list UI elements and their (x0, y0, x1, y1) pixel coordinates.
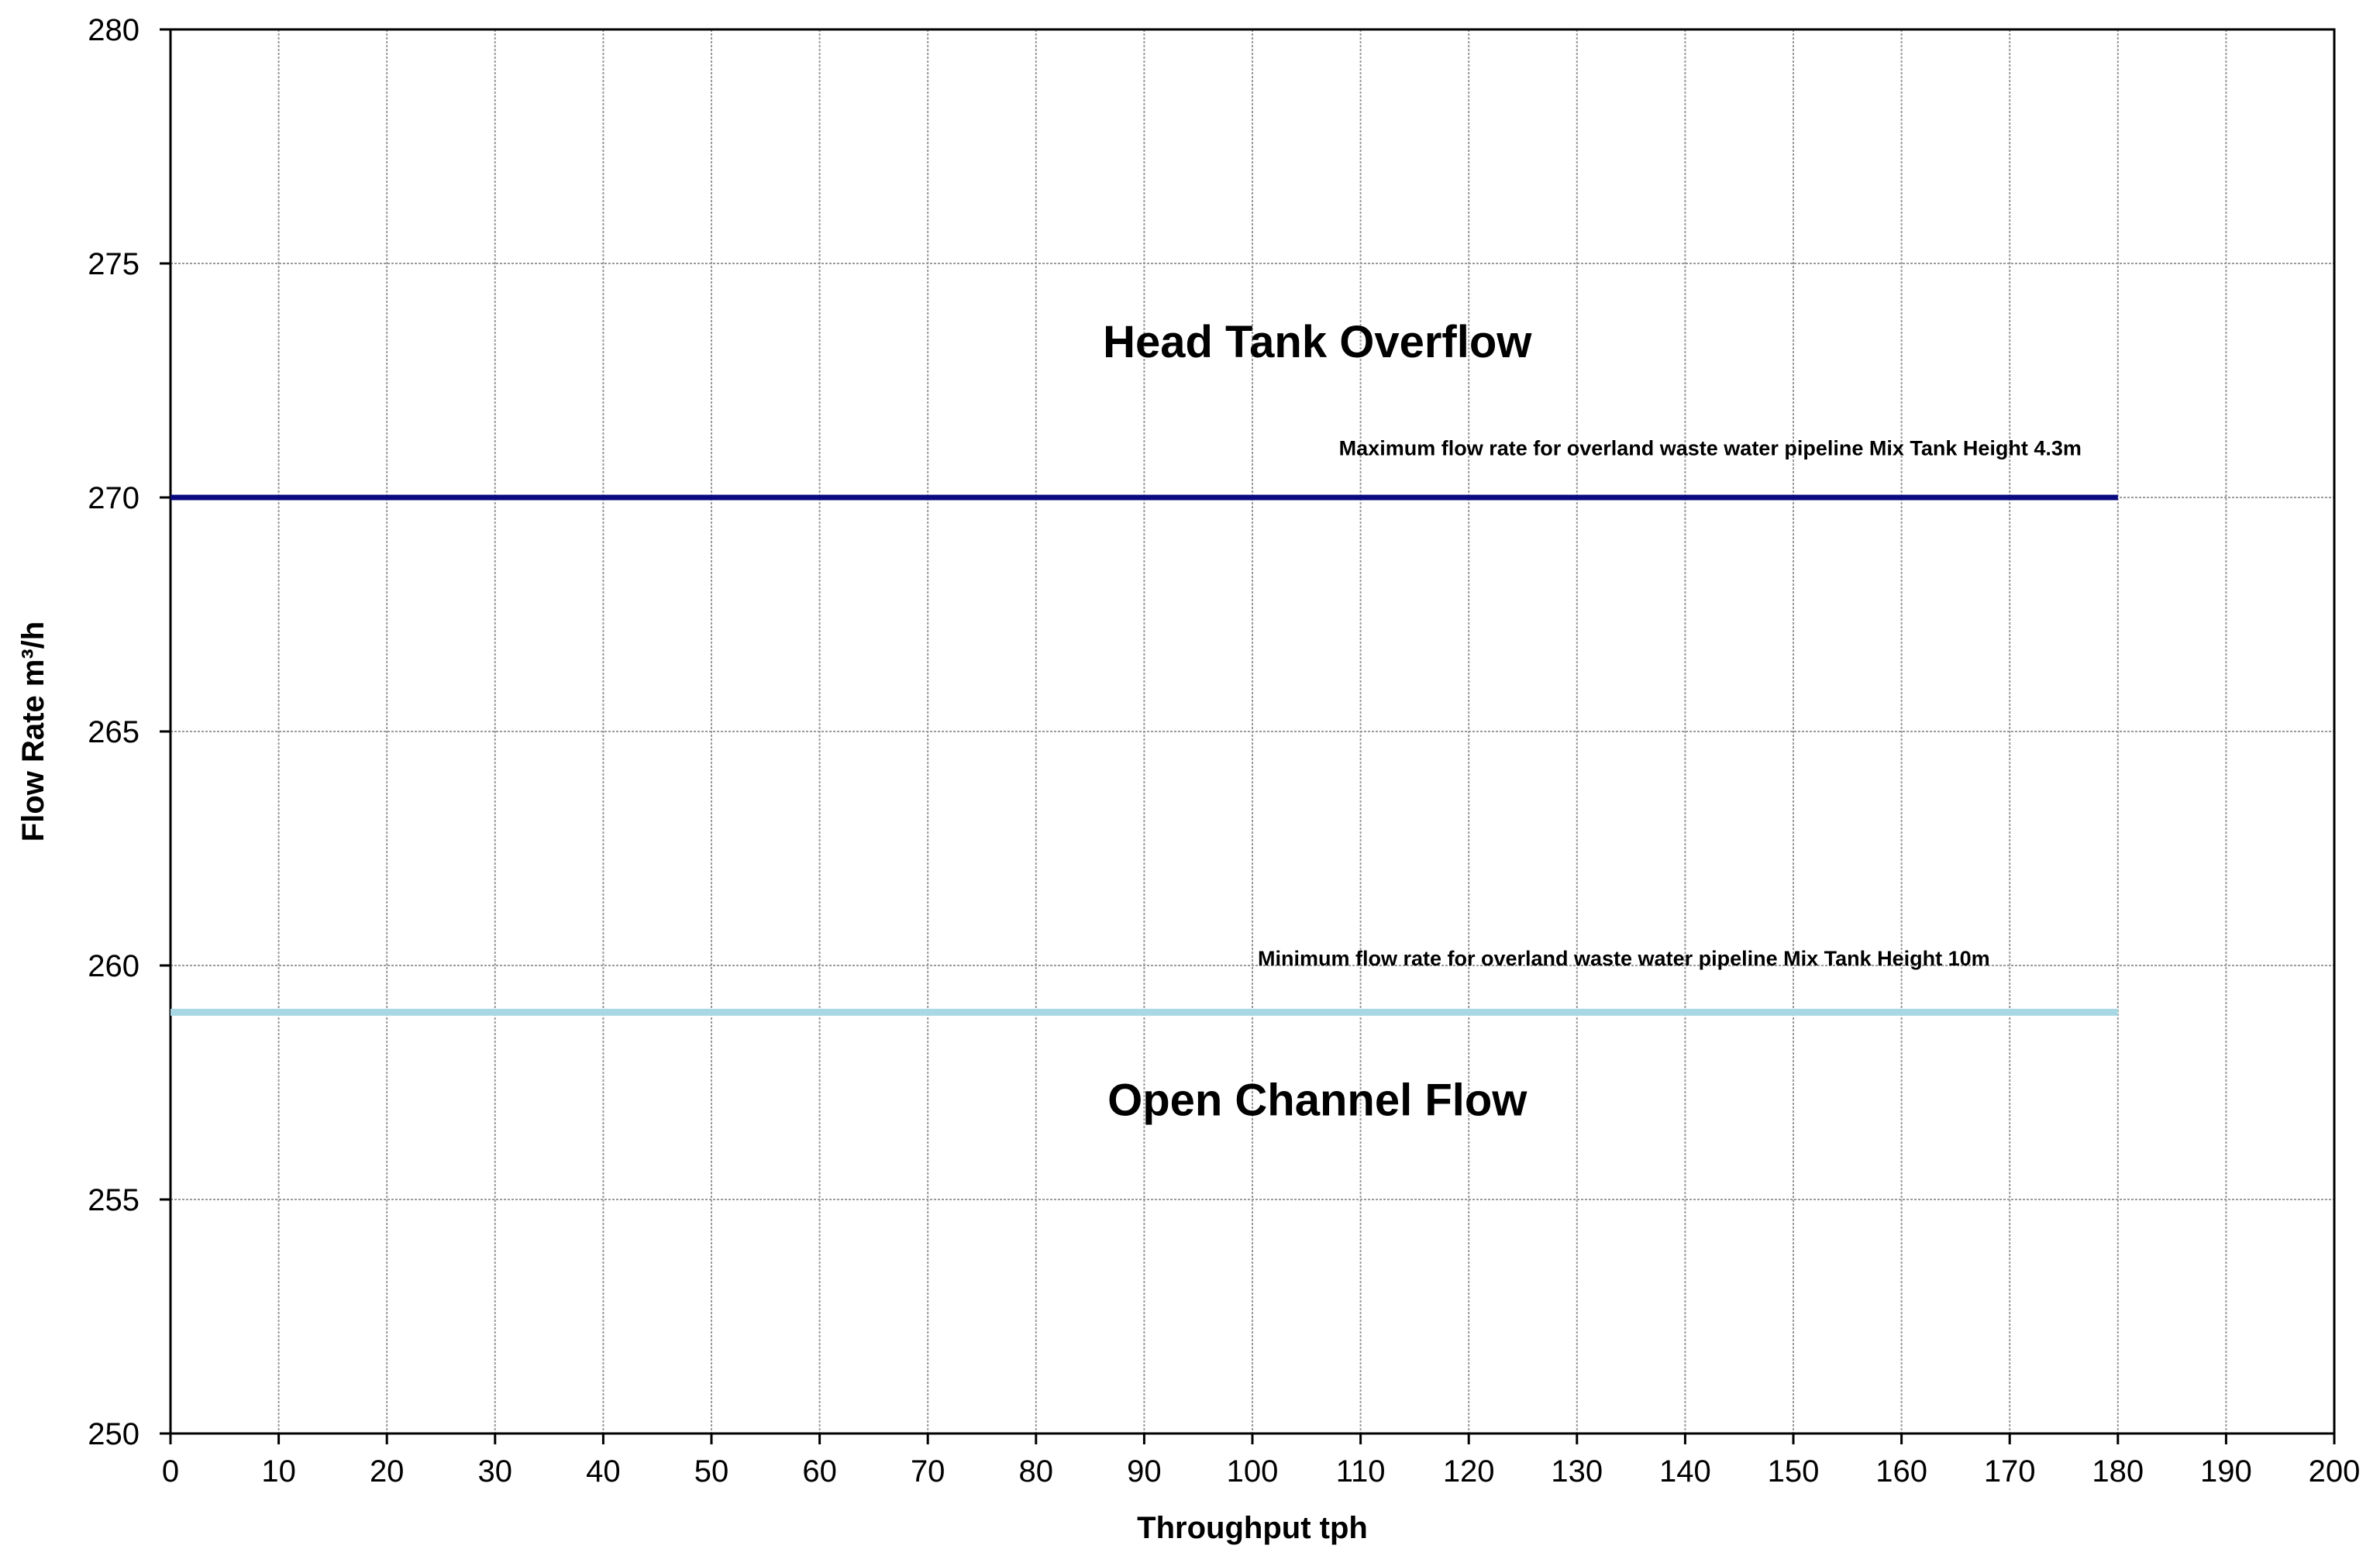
y-tick-label: 270 (88, 481, 139, 515)
x-tick-label: 70 (911, 1454, 945, 1489)
region-label-head-tank-overflow: Head Tank Overflow (1103, 317, 1532, 367)
x-tick-label: 30 (478, 1454, 513, 1489)
x-tick-label: 50 (694, 1454, 729, 1489)
x-tick-label: 0 (162, 1454, 179, 1489)
x-tick-label: 170 (1984, 1454, 2036, 1489)
x-tick-label: 180 (2092, 1454, 2144, 1489)
y-axis-title: Flow Rate m³/h (16, 621, 50, 842)
x-tick-label: 40 (586, 1454, 621, 1489)
y-tick-label: 275 (88, 247, 139, 281)
x-tick-label: 80 (1019, 1454, 1054, 1489)
x-tick-label: 140 (1659, 1454, 1711, 1489)
x-axis-title: Throughput tph (1137, 1511, 1368, 1545)
region-label-open-channel-flow: Open Channel Flow (1107, 1075, 1528, 1125)
y-axis-ticks: 250 255 260 265 270 275 280 (88, 13, 170, 1451)
x-tick-label: 20 (370, 1454, 405, 1489)
x-tick-label: 130 (1551, 1454, 1603, 1489)
grid (170, 29, 2334, 1433)
x-tick-label: 10 (261, 1454, 296, 1489)
x-tick-label: 190 (2200, 1454, 2252, 1489)
x-tick-label: 60 (802, 1454, 837, 1489)
x-tick-label: 150 (1768, 1454, 1820, 1489)
x-tick-label: 110 (1336, 1454, 1386, 1489)
y-tick-label: 265 (88, 715, 139, 749)
x-tick-label: 90 (1127, 1454, 1162, 1489)
y-tick-label: 260 (88, 949, 139, 983)
x-tick-label: 160 (1875, 1454, 1927, 1489)
series-layer (170, 494, 2118, 1016)
series-label-minimum: Minimum flow rate for overland waste wat… (1258, 947, 1990, 970)
y-tick-label: 280 (88, 13, 139, 47)
x-tick-label: 100 (1227, 1454, 1279, 1489)
x-tick-label: 120 (1443, 1454, 1495, 1489)
y-tick-label: 250 (88, 1417, 139, 1451)
annotations: Head Tank Overflow Open Channel Flow Maxim… (1103, 317, 2082, 1125)
y-tick-label: 255 (88, 1183, 139, 1217)
x-tick-label: 200 (2309, 1454, 2361, 1489)
series-label-maximum: Maximum flow rate for overland waste wat… (1339, 437, 2082, 460)
x-axis-ticks: 0 10 20 30 40 50 60 70 80 90 100 110 120 130 140 150 160… (162, 1433, 2361, 1489)
